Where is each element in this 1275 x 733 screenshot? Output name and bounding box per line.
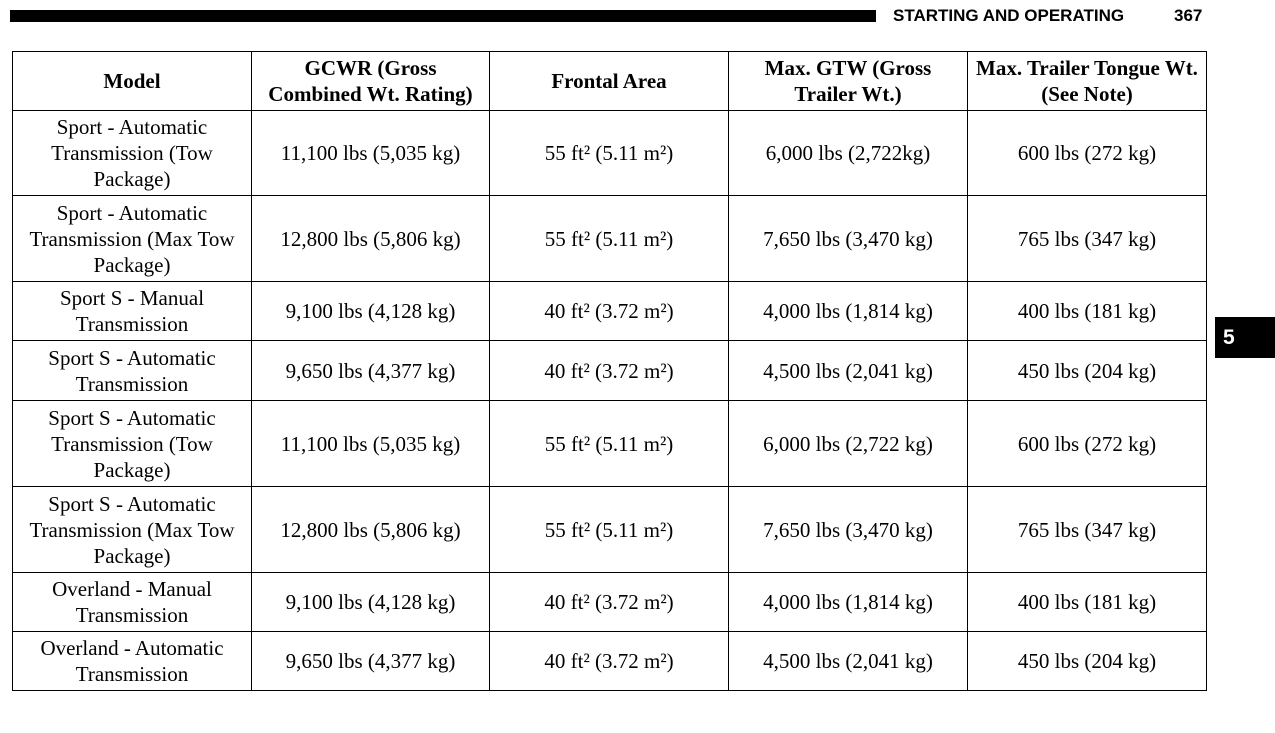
table-cell: 12,800 lbs (5,806 kg) — [251, 486, 490, 573]
table-cell: 40 ft² (3.72 m²) — [489, 281, 729, 341]
table-row: Sport S - Automatic Transmission 9,650 lb… — [12, 340, 1207, 401]
table-cell: 765 lbs (347 kg) — [967, 486, 1207, 573]
table-row: Sport S - Automatic Transmission (Tow Pa… — [12, 400, 1207, 487]
table-cell: 7,650 lbs (3,470 kg) — [728, 486, 968, 573]
table-cell: 4,000 lbs (1,814 kg) — [728, 281, 968, 341]
table-cell: 55 ft² (5.11 m²) — [489, 195, 729, 282]
table-cell: Overland - Manual Transmission — [12, 572, 252, 632]
header-row: Model GCWR (Gross Combined Wt. Rating) Fro… — [12, 51, 1207, 111]
table-cell: Sport S - Automatic Transmission — [12, 340, 252, 401]
table-cell: 600 lbs (272 kg) — [967, 110, 1207, 196]
column-header: Frontal Area — [489, 51, 729, 111]
table-cell: 12,800 lbs (5,806 kg) — [251, 195, 490, 282]
table-row: Sport S - Manual Transmission 9,100 lbs (… — [12, 281, 1207, 341]
table-row: Overland - Manual Transmission 9,100 lbs … — [12, 572, 1207, 632]
column-header: GCWR (Gross Combined Wt. Rating) — [251, 51, 490, 111]
table-cell: 400 lbs (181 kg) — [967, 281, 1207, 341]
table-cell: 9,650 lbs (4,377 kg) — [251, 631, 490, 691]
table-cell: 9,100 lbs (4,128 kg) — [251, 572, 490, 632]
chapter-tab: 5 — [1215, 317, 1275, 358]
table-cell: 765 lbs (347 kg) — [967, 195, 1207, 282]
table-cell: 400 lbs (181 kg) — [967, 572, 1207, 632]
table-cell: Sport - Automatic Transmission (Max Tow … — [12, 195, 252, 282]
table-row: Sport - Automatic Transmission (Max Tow … — [12, 195, 1207, 282]
table-cell: Sport S - Manual Transmission — [12, 281, 252, 341]
table-cell: 4,000 lbs (1,814 kg) — [728, 572, 968, 632]
table-cell: 40 ft² (3.72 m²) — [489, 572, 729, 632]
table-cell: 11,100 lbs (5,035 kg) — [251, 110, 490, 196]
table-cell: 40 ft² (3.72 m²) — [489, 631, 729, 691]
table-cell: 40 ft² (3.72 m²) — [489, 340, 729, 401]
table-cell: Overland - Automatic Transmission — [12, 631, 252, 691]
page-number: 367 — [1174, 6, 1203, 25]
table-row: Sport S - Automatic Transmission (Max To… — [12, 486, 1207, 573]
table-body: Sport - Automatic Transmission (Tow Pack… — [12, 110, 1207, 691]
table-cell: 55 ft² (5.11 m²) — [489, 486, 729, 573]
table-row: Overland - Automatic Transmission 9,650 l… — [12, 631, 1207, 691]
table-cell: 6,000 lbs (2,722kg) — [728, 110, 968, 196]
table-cell: 4,500 lbs (2,041 kg) — [728, 340, 968, 401]
table-cell: 7,650 lbs (3,470 kg) — [728, 195, 968, 282]
table-cell: Sport S - Automatic Transmission (Tow Pa… — [12, 400, 252, 487]
table-cell: Sport S - Automatic Transmission (Max To… — [12, 486, 252, 573]
table-row: Sport - Automatic Transmission (Tow Pack… — [12, 110, 1207, 196]
table-cell: 450 lbs (204 kg) — [967, 631, 1207, 691]
table-cell: 9,650 lbs (4,377 kg) — [251, 340, 490, 401]
table-cell: 600 lbs (272 kg) — [967, 400, 1207, 487]
table-cell: Sport - Automatic Transmission (Tow Pack… — [12, 110, 252, 196]
table-cell: 6,000 lbs (2,722 kg) — [728, 400, 968, 487]
column-header: Max. GTW (Gross Trailer Wt.) — [728, 51, 968, 111]
table-cell: 11,100 lbs (5,035 kg) — [251, 400, 490, 487]
table-cell: 4,500 lbs (2,041 kg) — [728, 631, 968, 691]
column-header: Max. Trailer Tongue Wt. (See Note) — [967, 51, 1207, 111]
table-cell: 55 ft² (5.11 m²) — [489, 400, 729, 487]
towing-table: Model GCWR (Gross Combined Wt. Rating) Fro… — [12, 51, 1207, 691]
section-title: STARTING AND OPERATING — [893, 6, 1125, 25]
header-bar — [10, 10, 876, 22]
table-cell: 55 ft² (5.11 m²) — [489, 110, 729, 196]
column-header: Model — [12, 51, 252, 111]
table-cell: 9,100 lbs (4,128 kg) — [251, 281, 490, 341]
table-cell: 450 lbs (204 kg) — [967, 340, 1207, 401]
